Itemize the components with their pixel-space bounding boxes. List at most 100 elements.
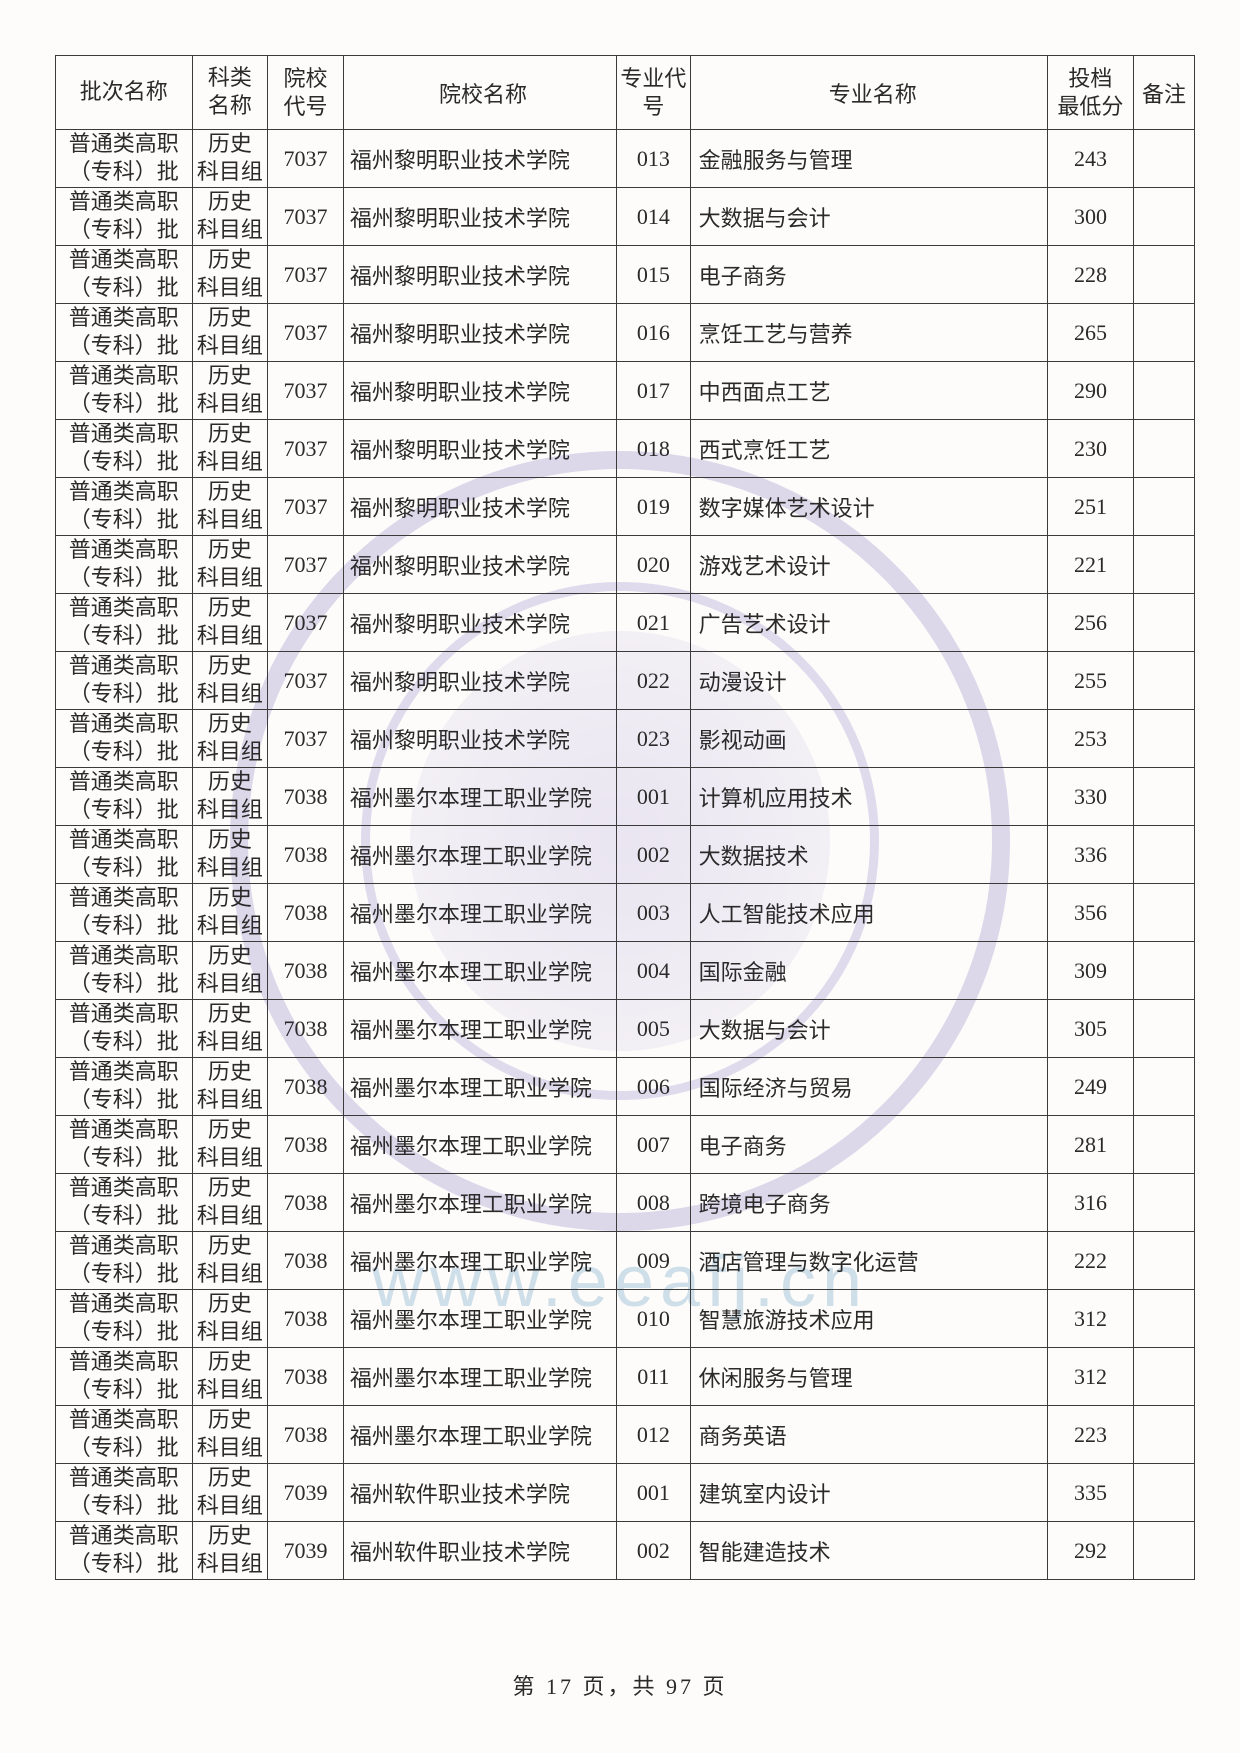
cell-batch: 普通类高职（专科）批	[56, 652, 193, 710]
cell-school-code: 7038	[268, 768, 344, 826]
cell-major-code: 020	[617, 536, 691, 594]
cell-score: 292	[1047, 1522, 1133, 1580]
cell-score: 223	[1047, 1406, 1133, 1464]
cell-school-code: 7037	[268, 594, 344, 652]
cell-note	[1134, 710, 1195, 768]
table-row: 普通类高职（专科）批历史科目组7037福州黎明职业技术学院023影视动画253	[56, 710, 1195, 768]
cell-school-name: 福州墨尔本理工职业学院	[343, 1406, 616, 1464]
cell-school-name: 福州黎明职业技术学院	[343, 304, 616, 362]
cell-subject: 历史科目组	[192, 246, 268, 304]
cell-major-name: 建筑室内设计	[690, 1464, 1047, 1522]
table-row: 普通类高职（专科）批历史科目组7038福州墨尔本理工职业学院010智慧旅游技术应…	[56, 1290, 1195, 1348]
cell-note	[1134, 420, 1195, 478]
cell-subject: 历史科目组	[192, 1464, 268, 1522]
col-subject: 科类名称	[192, 56, 268, 130]
table-body: 普通类高职（专科）批历史科目组7037福州黎明职业技术学院013金融服务与管理2…	[56, 130, 1195, 1580]
cell-score: 336	[1047, 826, 1133, 884]
cell-batch: 普通类高职（专科）批	[56, 1522, 193, 1580]
cell-subject: 历史科目组	[192, 536, 268, 594]
cell-school-name: 福州黎明职业技术学院	[343, 536, 616, 594]
cell-major-code: 002	[617, 826, 691, 884]
cell-school-code: 7038	[268, 942, 344, 1000]
cell-subject: 历史科目组	[192, 652, 268, 710]
cell-school-code: 7037	[268, 478, 344, 536]
cell-batch: 普通类高职（专科）批	[56, 1406, 193, 1464]
cell-major-code: 001	[617, 768, 691, 826]
table-row: 普通类高职（专科）批历史科目组7038福州墨尔本理工职业学院004国际金融309	[56, 942, 1195, 1000]
cell-major-code: 022	[617, 652, 691, 710]
table-row: 普通类高职（专科）批历史科目组7037福州黎明职业技术学院022动漫设计255	[56, 652, 1195, 710]
cell-score: 256	[1047, 594, 1133, 652]
cell-major-name: 影视动画	[690, 710, 1047, 768]
cell-major-name: 数字媒体艺术设计	[690, 478, 1047, 536]
cell-school-name: 福州墨尔本理工职业学院	[343, 1232, 616, 1290]
cell-major-code: 021	[617, 594, 691, 652]
cell-score: 265	[1047, 304, 1133, 362]
table-row: 普通类高职（专科）批历史科目组7037福州黎明职业技术学院013金融服务与管理2…	[56, 130, 1195, 188]
cell-note	[1134, 1406, 1195, 1464]
cell-school-code: 7038	[268, 1174, 344, 1232]
cell-note	[1134, 188, 1195, 246]
cell-major-name: 西式烹饪工艺	[690, 420, 1047, 478]
cell-school-code: 7039	[268, 1522, 344, 1580]
cell-school-name: 福州黎明职业技术学院	[343, 652, 616, 710]
cell-school-code: 7038	[268, 1232, 344, 1290]
cell-batch: 普通类高职（专科）批	[56, 478, 193, 536]
table-row: 普通类高职（专科）批历史科目组7037福州黎明职业技术学院014大数据与会计30…	[56, 188, 1195, 246]
cell-school-name: 福州墨尔本理工职业学院	[343, 1116, 616, 1174]
cell-school-code: 7038	[268, 884, 344, 942]
cell-school-name: 福州黎明职业技术学院	[343, 594, 616, 652]
cell-note	[1134, 884, 1195, 942]
cell-score: 309	[1047, 942, 1133, 1000]
cell-score: 253	[1047, 710, 1133, 768]
col-batch: 批次名称	[56, 56, 193, 130]
cell-school-code: 7037	[268, 420, 344, 478]
cell-school-name: 福州墨尔本理工职业学院	[343, 1000, 616, 1058]
cell-subject: 历史科目组	[192, 1058, 268, 1116]
cell-major-name: 广告艺术设计	[690, 594, 1047, 652]
table-row: 普通类高职（专科）批历史科目组7037福州黎明职业技术学院015电子商务228	[56, 246, 1195, 304]
cell-school-name: 福州墨尔本理工职业学院	[343, 884, 616, 942]
cell-subject: 历史科目组	[192, 942, 268, 1000]
cell-score: 221	[1047, 536, 1133, 594]
cell-major-name: 金融服务与管理	[690, 130, 1047, 188]
cell-batch: 普通类高职（专科）批	[56, 1290, 193, 1348]
admission-table: 批次名称 科类名称 院校代号 院校名称 专业代号 专业名称 投档最低分 备注 普…	[55, 55, 1195, 1580]
cell-subject: 历史科目组	[192, 1116, 268, 1174]
cell-major-code: 004	[617, 942, 691, 1000]
cell-school-name: 福州黎明职业技术学院	[343, 188, 616, 246]
cell-major-name: 大数据技术	[690, 826, 1047, 884]
cell-batch: 普通类高职（专科）批	[56, 362, 193, 420]
cell-major-name: 计算机应用技术	[690, 768, 1047, 826]
cell-subject: 历史科目组	[192, 884, 268, 942]
cell-note	[1134, 130, 1195, 188]
cell-note	[1134, 1522, 1195, 1580]
cell-note	[1134, 1464, 1195, 1522]
table-row: 普通类高职（专科）批历史科目组7039福州软件职业技术学院002智能建造技术29…	[56, 1522, 1195, 1580]
cell-school-name: 福州墨尔本理工职业学院	[343, 1058, 616, 1116]
cell-score: 222	[1047, 1232, 1133, 1290]
cell-school-name: 福州黎明职业技术学院	[343, 420, 616, 478]
cell-score: 305	[1047, 1000, 1133, 1058]
cell-score: 228	[1047, 246, 1133, 304]
cell-major-name: 中西面点工艺	[690, 362, 1047, 420]
table-row: 普通类高职（专科）批历史科目组7038福州墨尔本理工职业学院005大数据与会计3…	[56, 1000, 1195, 1058]
cell-school-name: 福州黎明职业技术学院	[343, 246, 616, 304]
cell-major-name: 烹饪工艺与营养	[690, 304, 1047, 362]
cell-batch: 普通类高职（专科）批	[56, 1232, 193, 1290]
table-head: 批次名称 科类名称 院校代号 院校名称 专业代号 专业名称 投档最低分 备注	[56, 56, 1195, 130]
cell-batch: 普通类高职（专科）批	[56, 594, 193, 652]
cell-school-code: 7037	[268, 130, 344, 188]
cell-major-code: 016	[617, 304, 691, 362]
cell-note	[1134, 1116, 1195, 1174]
cell-major-code: 017	[617, 362, 691, 420]
table-row: 普通类高职（专科）批历史科目组7039福州软件职业技术学院001建筑室内设计33…	[56, 1464, 1195, 1522]
table-row: 普通类高职（专科）批历史科目组7038福州墨尔本理工职业学院002大数据技术33…	[56, 826, 1195, 884]
cell-batch: 普通类高职（专科）批	[56, 536, 193, 594]
cell-subject: 历史科目组	[192, 710, 268, 768]
table-row: 普通类高职（专科）批历史科目组7038福州墨尔本理工职业学院007电子商务281	[56, 1116, 1195, 1174]
cell-subject: 历史科目组	[192, 304, 268, 362]
cell-major-code: 010	[617, 1290, 691, 1348]
table-row: 普通类高职（专科）批历史科目组7037福州黎明职业技术学院019数字媒体艺术设计…	[56, 478, 1195, 536]
cell-school-code: 7037	[268, 652, 344, 710]
